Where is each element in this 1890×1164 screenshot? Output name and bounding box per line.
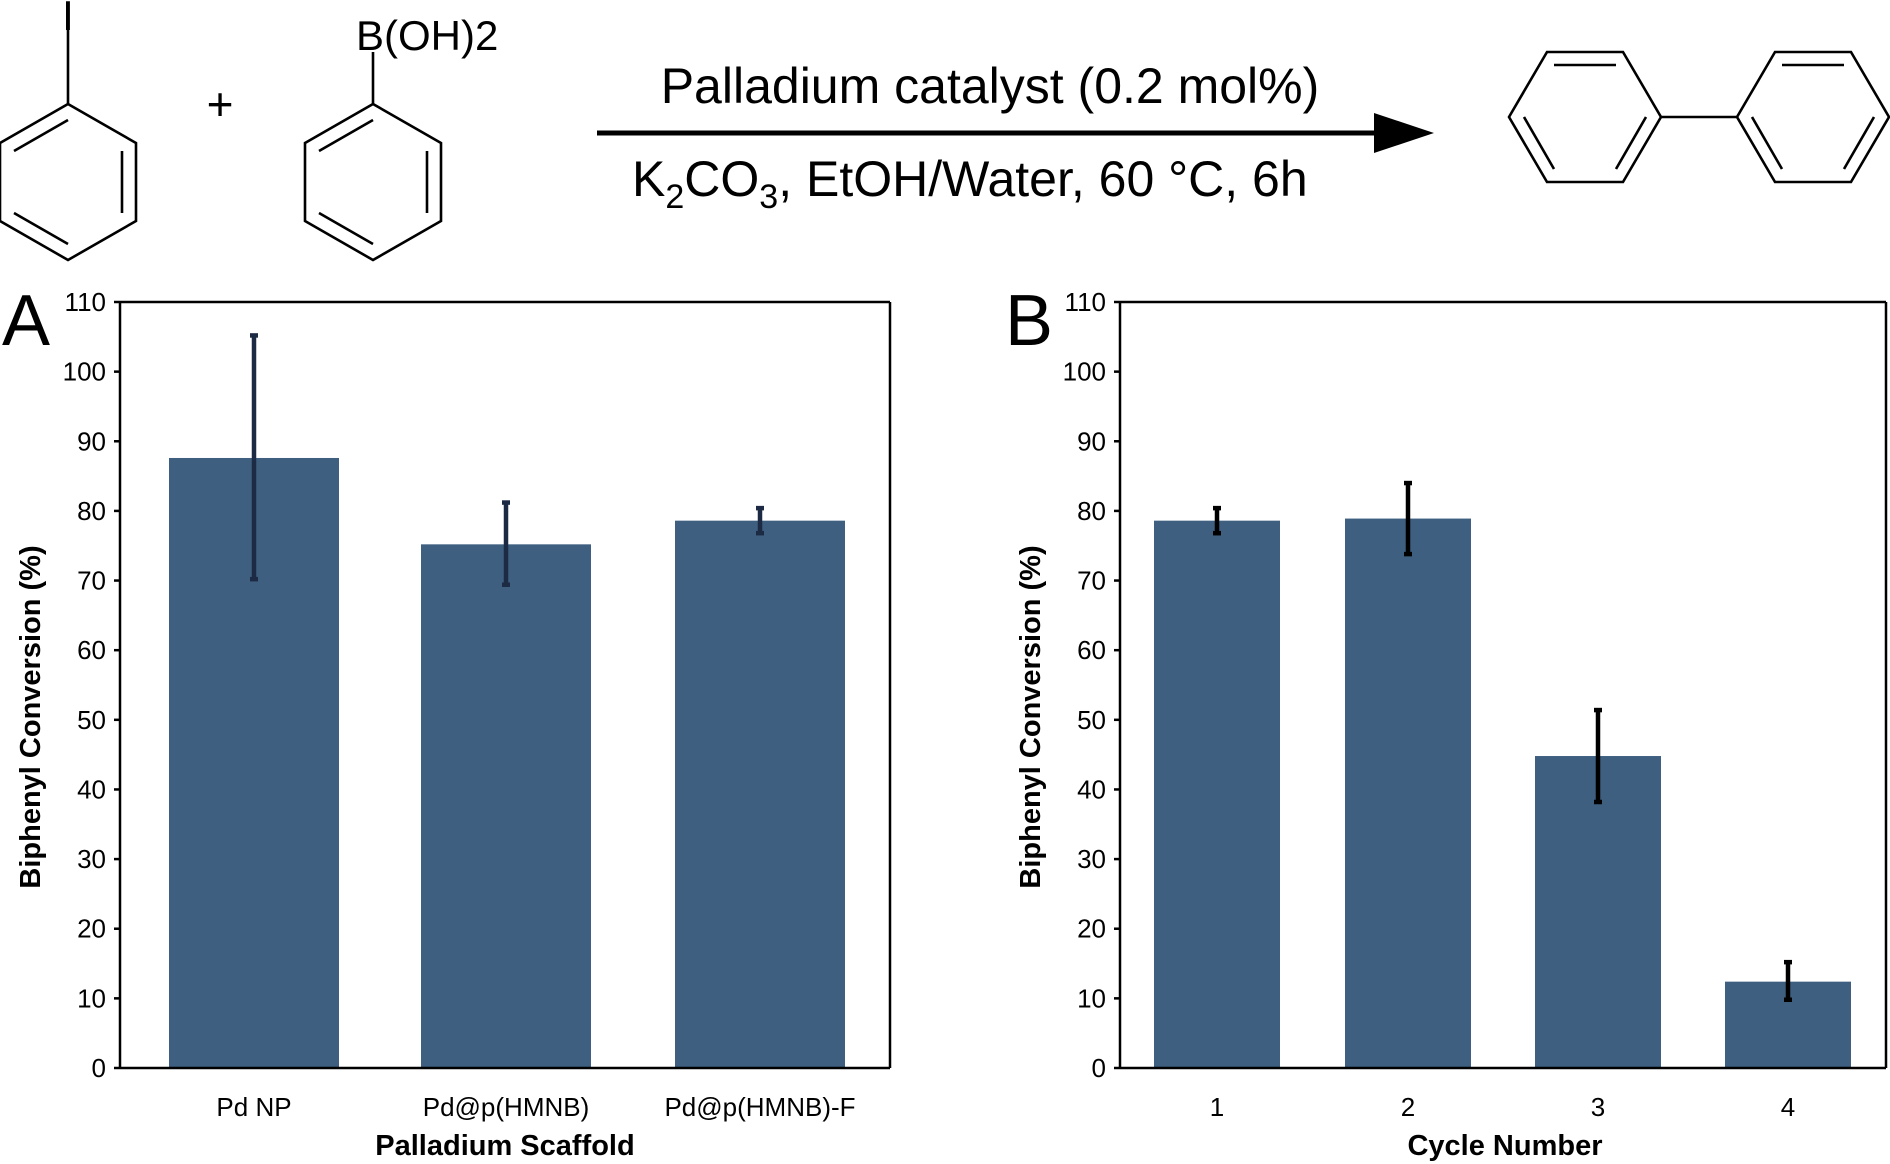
x-tick-label: Pd@p(HMNB)-F: [664, 1092, 855, 1122]
panel-a-y-tick-labels: 0 10 20 30 40 50 60 70 80 90 100 110: [63, 287, 106, 1083]
panel-a-x-tick-labels: Pd NP Pd@p(HMNB) Pd@p(HMNB)-F: [216, 1092, 855, 1122]
panel-a-y-axis-title: Biphenyl Conversion (%): [15, 545, 47, 888]
y-tick-label: 90: [77, 426, 106, 456]
panel-b-error-bars: [1213, 480, 1792, 1003]
error-bar-3: [1594, 707, 1602, 805]
panel-b-label: B: [1005, 281, 1053, 361]
x-tick-label: 1: [1210, 1092, 1224, 1122]
panel-a-axes: [114, 300, 892, 1070]
x-tick-label: 3: [1591, 1092, 1605, 1122]
y-tick-label: 30: [1077, 844, 1106, 874]
y-tick-label: 60: [77, 635, 106, 665]
y-tick-label: 50: [77, 705, 106, 735]
y-tick-label: 20: [77, 914, 106, 944]
bar-3: [675, 520, 845, 1068]
plus-sign: +: [207, 78, 234, 130]
conditions-rest: , EtOH/Water, 60 °C, 6h: [778, 151, 1307, 207]
panel-b-x-axis-title: Cycle Number: [1407, 1130, 1602, 1162]
bar-1: [1154, 520, 1280, 1068]
y-tick-label: 50: [1077, 705, 1106, 735]
benzene-ring-2: [303, 102, 443, 262]
y-tick-label: 110: [1065, 287, 1106, 317]
biphenyl-left-double-bond: [1522, 116, 1556, 170]
iodine-label: I: [62, 0, 74, 39]
y-tick-label: 60: [1077, 635, 1106, 665]
y-tick-label: 10: [77, 983, 106, 1013]
error-bar-1: [1213, 505, 1221, 536]
y-tick-label: 100: [1063, 357, 1106, 387]
biphenyl-ring-left: [1507, 50, 1663, 184]
y-tick-label: 0: [92, 1053, 106, 1083]
bar-3: [1535, 756, 1661, 1068]
bar-2: [1345, 518, 1471, 1068]
x-tick-label: Pd@p(HMNB): [423, 1092, 590, 1122]
ring-2-double-bond: [318, 118, 374, 153]
condition-base-solvent: K2CO3, EtOH/Water, 60 °C, 6h: [632, 151, 1308, 216]
potassium-subscript: 2: [665, 178, 684, 216]
error-bar-3: [756, 505, 764, 536]
ring-2-double-bond: [318, 211, 374, 246]
phenylboronic-acid-structure: [303, 52, 443, 262]
y-tick-label: 110: [65, 287, 106, 317]
biphenyl-structure: [1507, 50, 1890, 184]
chart-panel-b: B 0 10 20 30 40 50 60 70 80 90 100 110 1 2 3 4 Cycle N…: [1005, 281, 1888, 1162]
y-tick-label: 30: [77, 844, 106, 874]
reaction-scheme: I + B(OH)2 Palladium catalyst (0.2 mol%)…: [0, 0, 1890, 262]
panel-b-y-tick-labels: 0 10 20 30 40 50 60 70 80 90 100 110: [1063, 287, 1106, 1083]
panel-b-bars: [1154, 518, 1851, 1068]
y-tick-label: 80: [1077, 496, 1106, 526]
error-bar-4: [1784, 959, 1792, 1003]
y-tick-label: 70: [77, 566, 106, 596]
x-tick-label: 4: [1781, 1092, 1795, 1122]
panel-b-y-axis-title: Biphenyl Conversion (%): [1015, 545, 1047, 888]
carbonate-symbol: CO: [684, 151, 759, 207]
bar-2: [421, 544, 591, 1068]
error-bar-2: [502, 500, 510, 587]
y-tick-label: 10: [1077, 983, 1106, 1013]
panel-a-label: A: [2, 281, 50, 361]
biphenyl-right-double-bond: [1842, 116, 1876, 170]
biphenyl-ring-right: [1735, 50, 1890, 184]
condition-catalyst: Palladium catalyst (0.2 mol%): [661, 58, 1320, 114]
y-tick-label: 20: [1077, 914, 1106, 944]
ring-1-double-bond: [13, 211, 69, 246]
y-tick-label: 100: [63, 357, 106, 387]
panel-a-error-bars: [250, 333, 764, 587]
biphenyl-left-double-bond: [1614, 116, 1648, 170]
x-tick-label: 2: [1401, 1092, 1415, 1122]
panel-a-x-axis-title: Palladium Scaffold: [375, 1130, 634, 1162]
y-tick-label: 40: [1077, 774, 1106, 804]
potassium-symbol: K: [632, 151, 665, 207]
benzene-ring-1: [0, 102, 138, 262]
error-bar-1: [250, 333, 258, 582]
chart-panel-a: A 0 10 20 30 40 50 60 70 80 90 100 110 Pd NP Pd@p(HM…: [2, 281, 892, 1162]
panel-b-x-tick-labels: 1 2 3 4: [1210, 1092, 1795, 1122]
y-tick-label: 40: [77, 774, 106, 804]
y-tick-label: 90: [1077, 426, 1106, 456]
biphenyl-right-double-bond: [1750, 116, 1784, 170]
y-tick-label: 70: [1077, 566, 1106, 596]
reaction-arrow-head: [1374, 113, 1434, 153]
error-bar-2: [1404, 480, 1412, 557]
panel-a-bars: [169, 457, 845, 1068]
iodobenzene-structure: [0, 20, 138, 262]
y-tick-label: 0: [1092, 1053, 1106, 1083]
carbonate-subscript: 3: [759, 178, 778, 216]
boronic-acid-label: B(OH)2: [356, 12, 498, 59]
y-tick-label: 80: [77, 496, 106, 526]
x-tick-label: Pd NP: [216, 1092, 291, 1122]
ring-1-double-bond: [13, 118, 69, 153]
panel-b-axes: [1114, 300, 1888, 1070]
